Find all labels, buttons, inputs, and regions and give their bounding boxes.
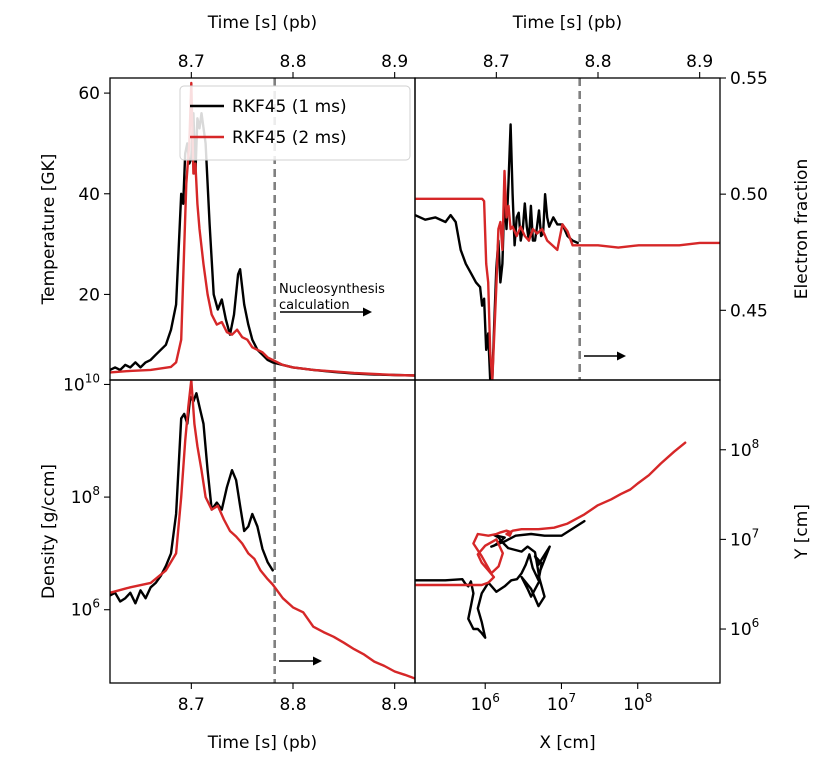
electron-fraction-frame — [414, 77, 721, 381]
electron-fraction-ylabel: Electron fraction — [792, 159, 812, 299]
density-xtick-label: 8.9 — [381, 695, 408, 715]
annotation-arrow-icon-head — [363, 307, 372, 317]
temperature-xtick-label: 8.9 — [381, 52, 408, 72]
electron-fraction-xtick-label: 8.7 — [483, 52, 510, 72]
electron-fraction-xlabel-top: Time [s] (pb) — [512, 13, 622, 33]
temperature-xtick-label: 8.8 — [279, 52, 306, 72]
density-series-rkf2 — [110, 380, 415, 680]
trajectory-ytick-label: 107 — [730, 526, 759, 550]
annotation-line1: Nucleosynthesis — [279, 282, 385, 297]
density-arrow-icon — [279, 656, 322, 666]
ye-arrow-icon — [584, 351, 626, 361]
density-ylabel: Density [g/ccm] — [39, 464, 59, 599]
temperature-ytick-label: 40 — [78, 185, 100, 205]
density-ytick-label: 106 — [71, 597, 100, 621]
density-series-rkf1 — [110, 392, 274, 605]
trajectory-xtick-label: 106 — [471, 691, 500, 715]
electron-fraction-series-rkf2 — [415, 169, 720, 380]
annotation-line2: calculation — [279, 298, 350, 313]
electron-fraction-xtick-label: 8.9 — [686, 52, 713, 72]
trajectory-ylabel: Y [cm] — [792, 504, 812, 560]
temperature-xlabel-top: Time [s] (pb) — [207, 13, 317, 33]
electron-fraction-xtick-label: 8.8 — [584, 52, 611, 72]
trajectory-series-rkf1 — [415, 519, 586, 639]
legend-label-rkf2: RKF45 (2 ms) — [232, 128, 347, 148]
temperature-ylabel: Temperature [GK] — [39, 154, 59, 306]
plot-layer: 8.7 8.8 8.9 20 40 60 Time [s] (pb) Temperature … — [39, 13, 812, 753]
density-xlabel: Time [s] (pb) — [207, 733, 317, 753]
temperature-ytick-label: 20 — [78, 285, 100, 305]
trajectory-series-rkf2 — [415, 441, 687, 587]
trajectory-frame — [414, 379, 721, 684]
ye-arrow-icon-head — [617, 351, 626, 361]
density-xtick-label: 8.7 — [178, 695, 205, 715]
trajectory-xlabel: X [cm] — [539, 733, 595, 753]
density-ytick-label: 108 — [71, 484, 100, 508]
legend: RKF45 (1 ms) RKF45 (2 ms) — [179, 85, 411, 161]
legend-label-rkf1: RKF45 (1 ms) — [232, 97, 347, 117]
trajectory-ytick-label: 108 — [730, 437, 759, 461]
density-ytick-label: 1010 — [63, 371, 100, 395]
density-arrow-icon-head — [313, 656, 322, 666]
electron-fraction-ytick-label: 0.50 — [730, 185, 768, 205]
density-frame — [109, 379, 416, 684]
trajectory-xtick-label: 107 — [547, 691, 576, 715]
annotation-arrow-icon — [280, 307, 372, 317]
electron-fraction-ytick-label: 0.45 — [730, 301, 768, 321]
electron-fraction-series-rkf1 — [415, 123, 579, 380]
trajectory-plot-area — [415, 441, 687, 639]
density-plot-area — [110, 380, 415, 683]
legend-box — [179, 85, 411, 161]
temperature-xtick-label: 8.7 — [178, 52, 205, 72]
trajectory-xtick-label: 108 — [623, 691, 652, 715]
temperature-ytick-label: 60 — [78, 84, 100, 104]
temperature-series-rkf2 — [110, 81, 415, 377]
density-xtick-label: 8.8 — [279, 695, 306, 715]
electron-fraction-ytick-label: 0.55 — [730, 69, 768, 89]
nucleosynthesis-annotation: Nucleosynthesis calculation — [279, 282, 385, 313]
trajectory-ytick-label: 106 — [730, 616, 759, 640]
electron-fraction-plot-area — [415, 78, 720, 380]
